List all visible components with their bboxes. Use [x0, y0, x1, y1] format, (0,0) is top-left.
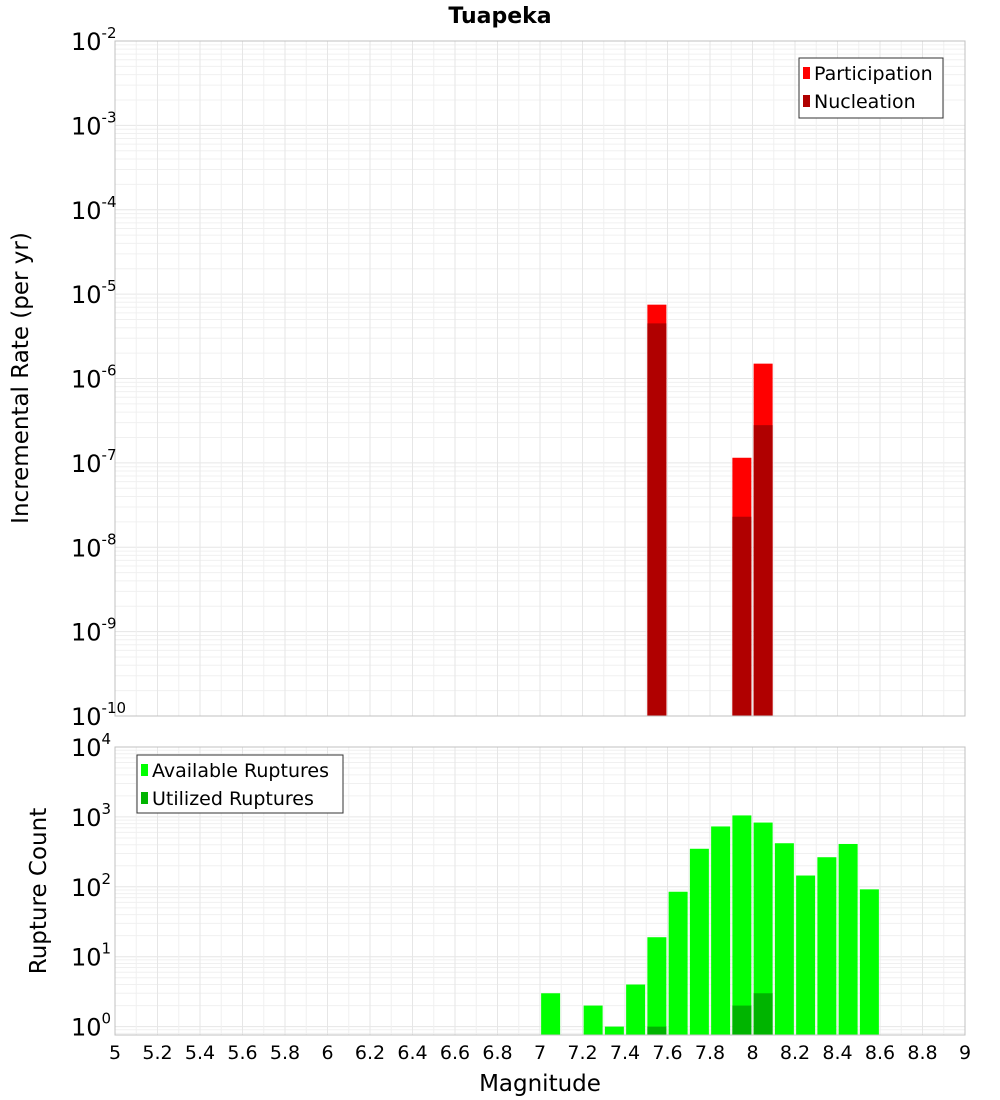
x-tick-label: 7.4: [610, 1042, 640, 1064]
x-tick-label: 5.2: [142, 1042, 172, 1064]
bar: [838, 843, 858, 1035]
y-tick-label: 10-6: [71, 362, 117, 394]
series-utilized-ruptures: [647, 993, 773, 1035]
y-tick-label: 10-9: [71, 615, 117, 647]
y-tick-label: 10-4: [71, 193, 117, 225]
y-tick-label: 104: [71, 730, 111, 762]
bar: [647, 937, 667, 1035]
bar: [753, 993, 773, 1035]
x-tick-label: 8.6: [865, 1042, 895, 1064]
x-tick-label: 8.2: [780, 1042, 810, 1064]
series-available-ruptures: [541, 815, 879, 1035]
y-tick-label: 10-5: [71, 277, 117, 309]
bar: [668, 891, 688, 1035]
legend-swatch: [803, 67, 810, 79]
chart-panel-2: 100 101 102 103 104 5 5.2 5.4 5.6 5.8 6 6.2 6.4 6.6 6.…: [26, 730, 971, 1097]
bar: [859, 889, 879, 1035]
x-tick-label: 7.2: [567, 1042, 597, 1064]
legend-swatch: [141, 764, 148, 776]
x-tick-label: 5.4: [185, 1042, 215, 1064]
legend-label: Participation: [814, 63, 933, 85]
x-tick-label: 7: [534, 1042, 546, 1064]
bar: [647, 1026, 667, 1035]
x-tick-label: 6.2: [355, 1042, 385, 1064]
y-axis-title: Rupture Count: [26, 808, 52, 974]
bar: [647, 323, 667, 716]
bar: [774, 843, 794, 1035]
x-tick-label: 7.8: [695, 1042, 725, 1064]
x-axis-title: Magnitude: [479, 1071, 601, 1097]
y-axis-title: Incremental Rate (per yr): [8, 232, 34, 524]
legend-label: Available Ruptures: [152, 760, 329, 782]
y-tick-label: 10-2: [71, 24, 117, 56]
series-nucleation: [647, 323, 773, 716]
x-tick-label: 6.6: [440, 1042, 470, 1064]
bar: [583, 1005, 603, 1035]
x-tick-label: 6.8: [482, 1042, 512, 1064]
bar: [689, 848, 709, 1035]
bar: [732, 1005, 752, 1035]
bar: [753, 425, 773, 716]
x-tick-label: 7.6: [652, 1042, 682, 1064]
y-tick-label: 10-10: [71, 699, 126, 731]
legend-label: Utilized Ruptures: [152, 788, 314, 810]
legend-label: Nucleation: [814, 91, 916, 113]
y-tick-label: 101: [71, 940, 111, 972]
legend-box: [136, 754, 344, 814]
x-tick-label: 5.6: [227, 1042, 257, 1064]
x-tick-label: 6: [321, 1042, 333, 1064]
bar: [604, 1026, 624, 1035]
y-tick-label: 10-7: [71, 446, 117, 478]
grid: [115, 40, 965, 717]
bar: [732, 516, 752, 716]
bar: [817, 857, 837, 1035]
plot-border: [114, 40, 966, 717]
x-tick-label: 6.4: [397, 1042, 427, 1064]
legend: Participation Nucleation: [798, 57, 944, 119]
bar: [796, 875, 816, 1035]
y-tick-label: 100: [71, 1010, 111, 1042]
bar: [541, 993, 561, 1035]
plot-border: [114, 746, 966, 1036]
x-tick-label: 8: [746, 1042, 758, 1064]
legend-swatch: [141, 792, 148, 804]
y-tick-label: 103: [71, 800, 111, 832]
x-tick-label: 5.8: [270, 1042, 300, 1064]
x-tick-label: 8.8: [907, 1042, 937, 1064]
x-tick-label: 9: [959, 1042, 971, 1064]
y-tick-label: 10-3: [71, 108, 117, 140]
y-tick-label: 10-8: [71, 530, 117, 562]
chart-panel-1: 10-10 10-9 10-8 10-7 10-6 10-5 10-4 10-3 10-2 Inc…: [8, 24, 966, 731]
x-tick-label: 8.4: [822, 1042, 852, 1064]
legend-box: [798, 57, 944, 119]
legend-swatch: [803, 95, 810, 107]
bar: [753, 822, 773, 1035]
bar: [732, 815, 752, 1035]
y-tick-label: 102: [71, 870, 111, 902]
x-tick-label: 5: [109, 1042, 121, 1064]
bar: [626, 984, 646, 1035]
bar: [711, 826, 731, 1035]
legend: Available Ruptures Utilized Ruptures: [136, 754, 344, 814]
chart-title: Tuapeka: [448, 4, 551, 29]
